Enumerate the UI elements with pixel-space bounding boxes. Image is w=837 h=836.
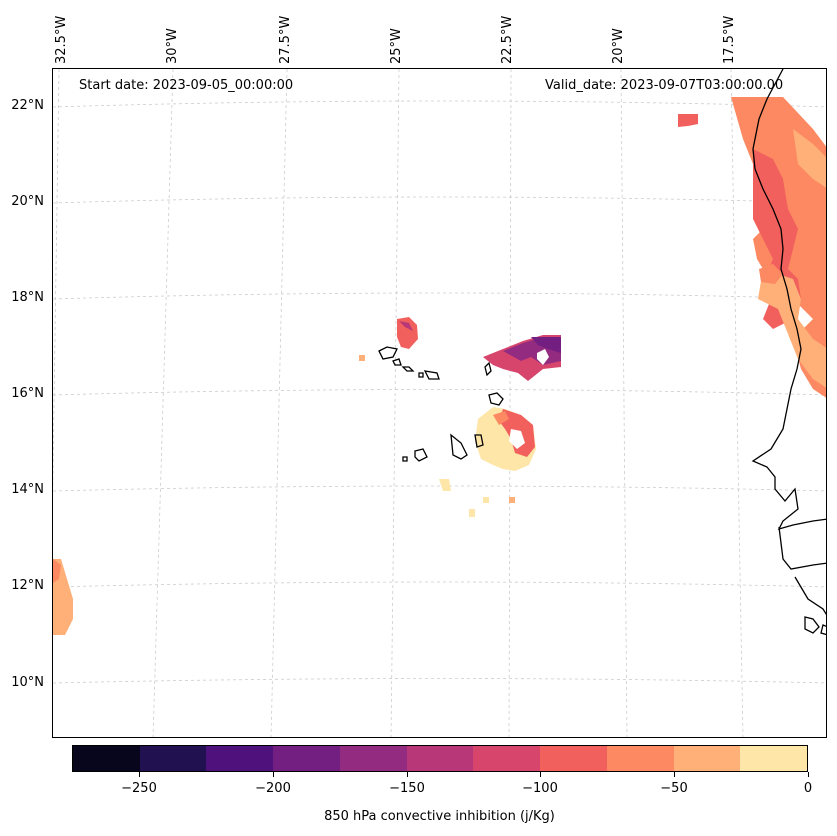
- colorbar-segment: [606, 746, 674, 771]
- gridline-lon-20: [620, 69, 628, 737]
- colorbar-segment: [73, 746, 140, 771]
- colorbar-segment: [540, 746, 607, 771]
- cv-south-dot1: [439, 479, 451, 491]
- cv-south-fill-50: [493, 411, 509, 425]
- colorbar-segment: [406, 746, 474, 771]
- colorbar-segment: [339, 746, 407, 771]
- island-sao-vicente: [392, 358, 402, 366]
- lon-label-22-5: 22.5°W: [500, 15, 515, 64]
- island-brava: [402, 456, 408, 462]
- cv-east-hole: [537, 349, 549, 365]
- gridline-lat-14: [53, 485, 826, 492]
- colorbar: [72, 745, 808, 772]
- cape-verde-north-cin: [359, 317, 561, 381]
- guinea-bissau-coastline: [794, 576, 826, 616]
- colorbar-segment: [473, 746, 541, 771]
- gridline-lat-12: [53, 581, 826, 588]
- lon-label-30: 30°W: [165, 28, 180, 64]
- west-edge-fill-50: [53, 559, 61, 583]
- colorbar-segment: [206, 746, 274, 771]
- cape-verde-south-cin: [439, 407, 536, 517]
- map-canvas: [53, 69, 826, 737]
- lon-label-27-5: 27.5°W: [278, 15, 293, 64]
- lat-label-22: 22°N: [11, 98, 44, 113]
- island-boa-vista-2: [423, 370, 440, 380]
- lat-label-12: 12°N: [11, 578, 44, 593]
- cv-east-fill-175: [531, 337, 561, 353]
- island-fogo: [414, 448, 428, 462]
- colorbar-tick-label: −150: [389, 781, 425, 796]
- lat-label-18: 18°N: [11, 290, 44, 305]
- mauritania-coast-fill-25: [758, 269, 826, 388]
- gridline-lon-27-5: [270, 69, 288, 737]
- colorbar-tick: [808, 772, 809, 777]
- cv-north-fill-100: [397, 317, 418, 349]
- island-boa-vista: [488, 392, 504, 406]
- island-sal: [484, 361, 492, 377]
- island-santiago: [450, 433, 468, 460]
- island-maio: [474, 434, 484, 448]
- lon-label-20: 20°W: [611, 28, 626, 64]
- lon-label-25: 25°W: [389, 28, 404, 64]
- mauritania-coast-cin: [678, 97, 826, 398]
- mauritania-coast-fill-0: [793, 129, 826, 188]
- west-edge-cin: [53, 559, 73, 635]
- start-date-text: Start date: 2023-09-05_00:00:00: [79, 78, 294, 93]
- colorbar-tick-label: −50: [660, 781, 688, 796]
- gridline-lat-22: [53, 100, 826, 108]
- gambia-coastline: [778, 526, 826, 570]
- gridline-lat-18: [53, 292, 826, 300]
- coastlines: [378, 69, 826, 636]
- cv-south-hole: [509, 429, 525, 449]
- island-sao-nicolau: [401, 366, 415, 372]
- lat-label-20: 20°N: [11, 194, 44, 209]
- colorbar-segment: [139, 746, 207, 771]
- island-santa-luzia: [418, 372, 424, 378]
- colorbar-tick: [407, 772, 408, 777]
- colorbar-title: 850 hPa convective inhibition (j/Kg): [324, 809, 555, 824]
- mauritania-north-patch: [678, 114, 698, 127]
- lat-label-10: 10°N: [11, 675, 44, 690]
- colorbar-tick: [540, 772, 541, 777]
- colorbar-segment: [740, 746, 808, 771]
- cv-south-dot2: [469, 509, 475, 517]
- gridline-lon-32-5: [53, 69, 60, 498]
- colorbar-tick-label: −250: [121, 781, 157, 796]
- island-santo-antao: [378, 346, 398, 360]
- colorbar-segment: [273, 746, 340, 771]
- gridline-lat-10: [53, 678, 826, 684]
- valid-date-text: Valid_date: 2023-09-07T03:00:00.00: [545, 78, 784, 93]
- gridline-lon-25: [390, 69, 400, 737]
- colorbar-tick: [139, 772, 140, 777]
- mauritania-coast-fill-50b: [759, 264, 783, 284]
- colorbar-segment: [673, 746, 741, 771]
- gridline-lat-16: [53, 389, 826, 396]
- africa-coastline: [751, 69, 826, 531]
- gridlines: [53, 69, 826, 737]
- cv-south-dot4: [509, 497, 515, 503]
- lat-label-16: 16°N: [11, 386, 44, 401]
- cv-north-fill-150: [399, 321, 413, 331]
- cv-south-dot3: [483, 497, 489, 503]
- colorbar-tick-label: −200: [255, 781, 291, 796]
- lat-label-14: 14°N: [11, 482, 44, 497]
- colorbar-tick: [273, 772, 274, 777]
- cv-north-small: [359, 355, 365, 361]
- map-panel: [52, 68, 827, 738]
- lon-label-17-5: 17.5°W: [722, 15, 737, 64]
- colorbar-tick: [674, 772, 675, 777]
- gridline-lon-22-5: [508, 69, 512, 737]
- bijagos-islands: [804, 616, 826, 636]
- gridline-lon-17-5: [730, 69, 744, 737]
- lon-label-32-5: 32.5°W: [54, 15, 69, 64]
- colorbar-tick-label: 0: [803, 781, 813, 796]
- colorbar-tick-label: −100: [522, 781, 558, 796]
- gridline-lon-30: [152, 69, 174, 737]
